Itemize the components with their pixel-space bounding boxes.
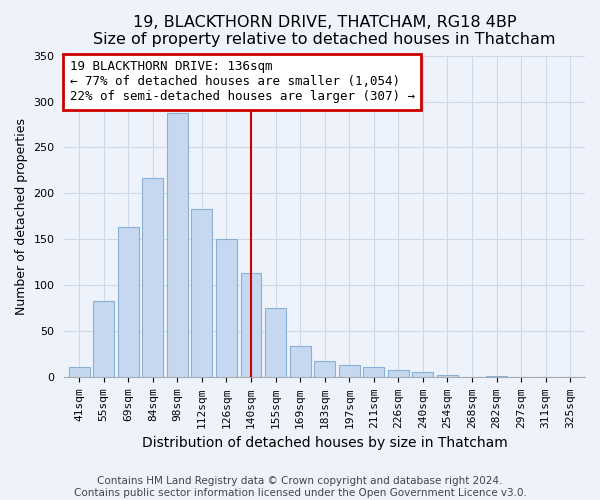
Bar	[265, 308, 286, 378]
Bar	[364, 368, 384, 378]
Text: Contains HM Land Registry data © Crown copyright and database right 2024.
Contai: Contains HM Land Registry data © Crown c…	[74, 476, 526, 498]
Bar	[241, 272, 262, 378]
Bar	[191, 209, 212, 378]
X-axis label: Distribution of detached houses by size in Thatcham: Distribution of detached houses by size …	[142, 436, 508, 450]
Bar	[69, 368, 89, 378]
Text: 19 BLACKTHORN DRIVE: 136sqm
← 77% of detached houses are smaller (1,054)
22% of : 19 BLACKTHORN DRIVE: 136sqm ← 77% of det…	[70, 60, 415, 104]
Bar	[167, 114, 188, 378]
Bar	[412, 372, 433, 378]
Bar	[118, 226, 139, 378]
Bar	[339, 366, 359, 378]
Bar	[290, 346, 311, 378]
Bar	[511, 376, 532, 378]
Bar	[486, 376, 507, 378]
Y-axis label: Number of detached properties: Number of detached properties	[15, 118, 28, 315]
Bar	[560, 376, 581, 378]
Bar	[314, 361, 335, 378]
Bar	[216, 240, 237, 378]
Bar	[142, 178, 163, 378]
Bar	[461, 376, 482, 378]
Title: 19, BLACKTHORN DRIVE, THATCHAM, RG18 4BP
Size of property relative to detached h: 19, BLACKTHORN DRIVE, THATCHAM, RG18 4BP…	[94, 15, 556, 48]
Bar	[437, 374, 458, 378]
Bar	[93, 301, 114, 378]
Bar	[388, 370, 409, 378]
